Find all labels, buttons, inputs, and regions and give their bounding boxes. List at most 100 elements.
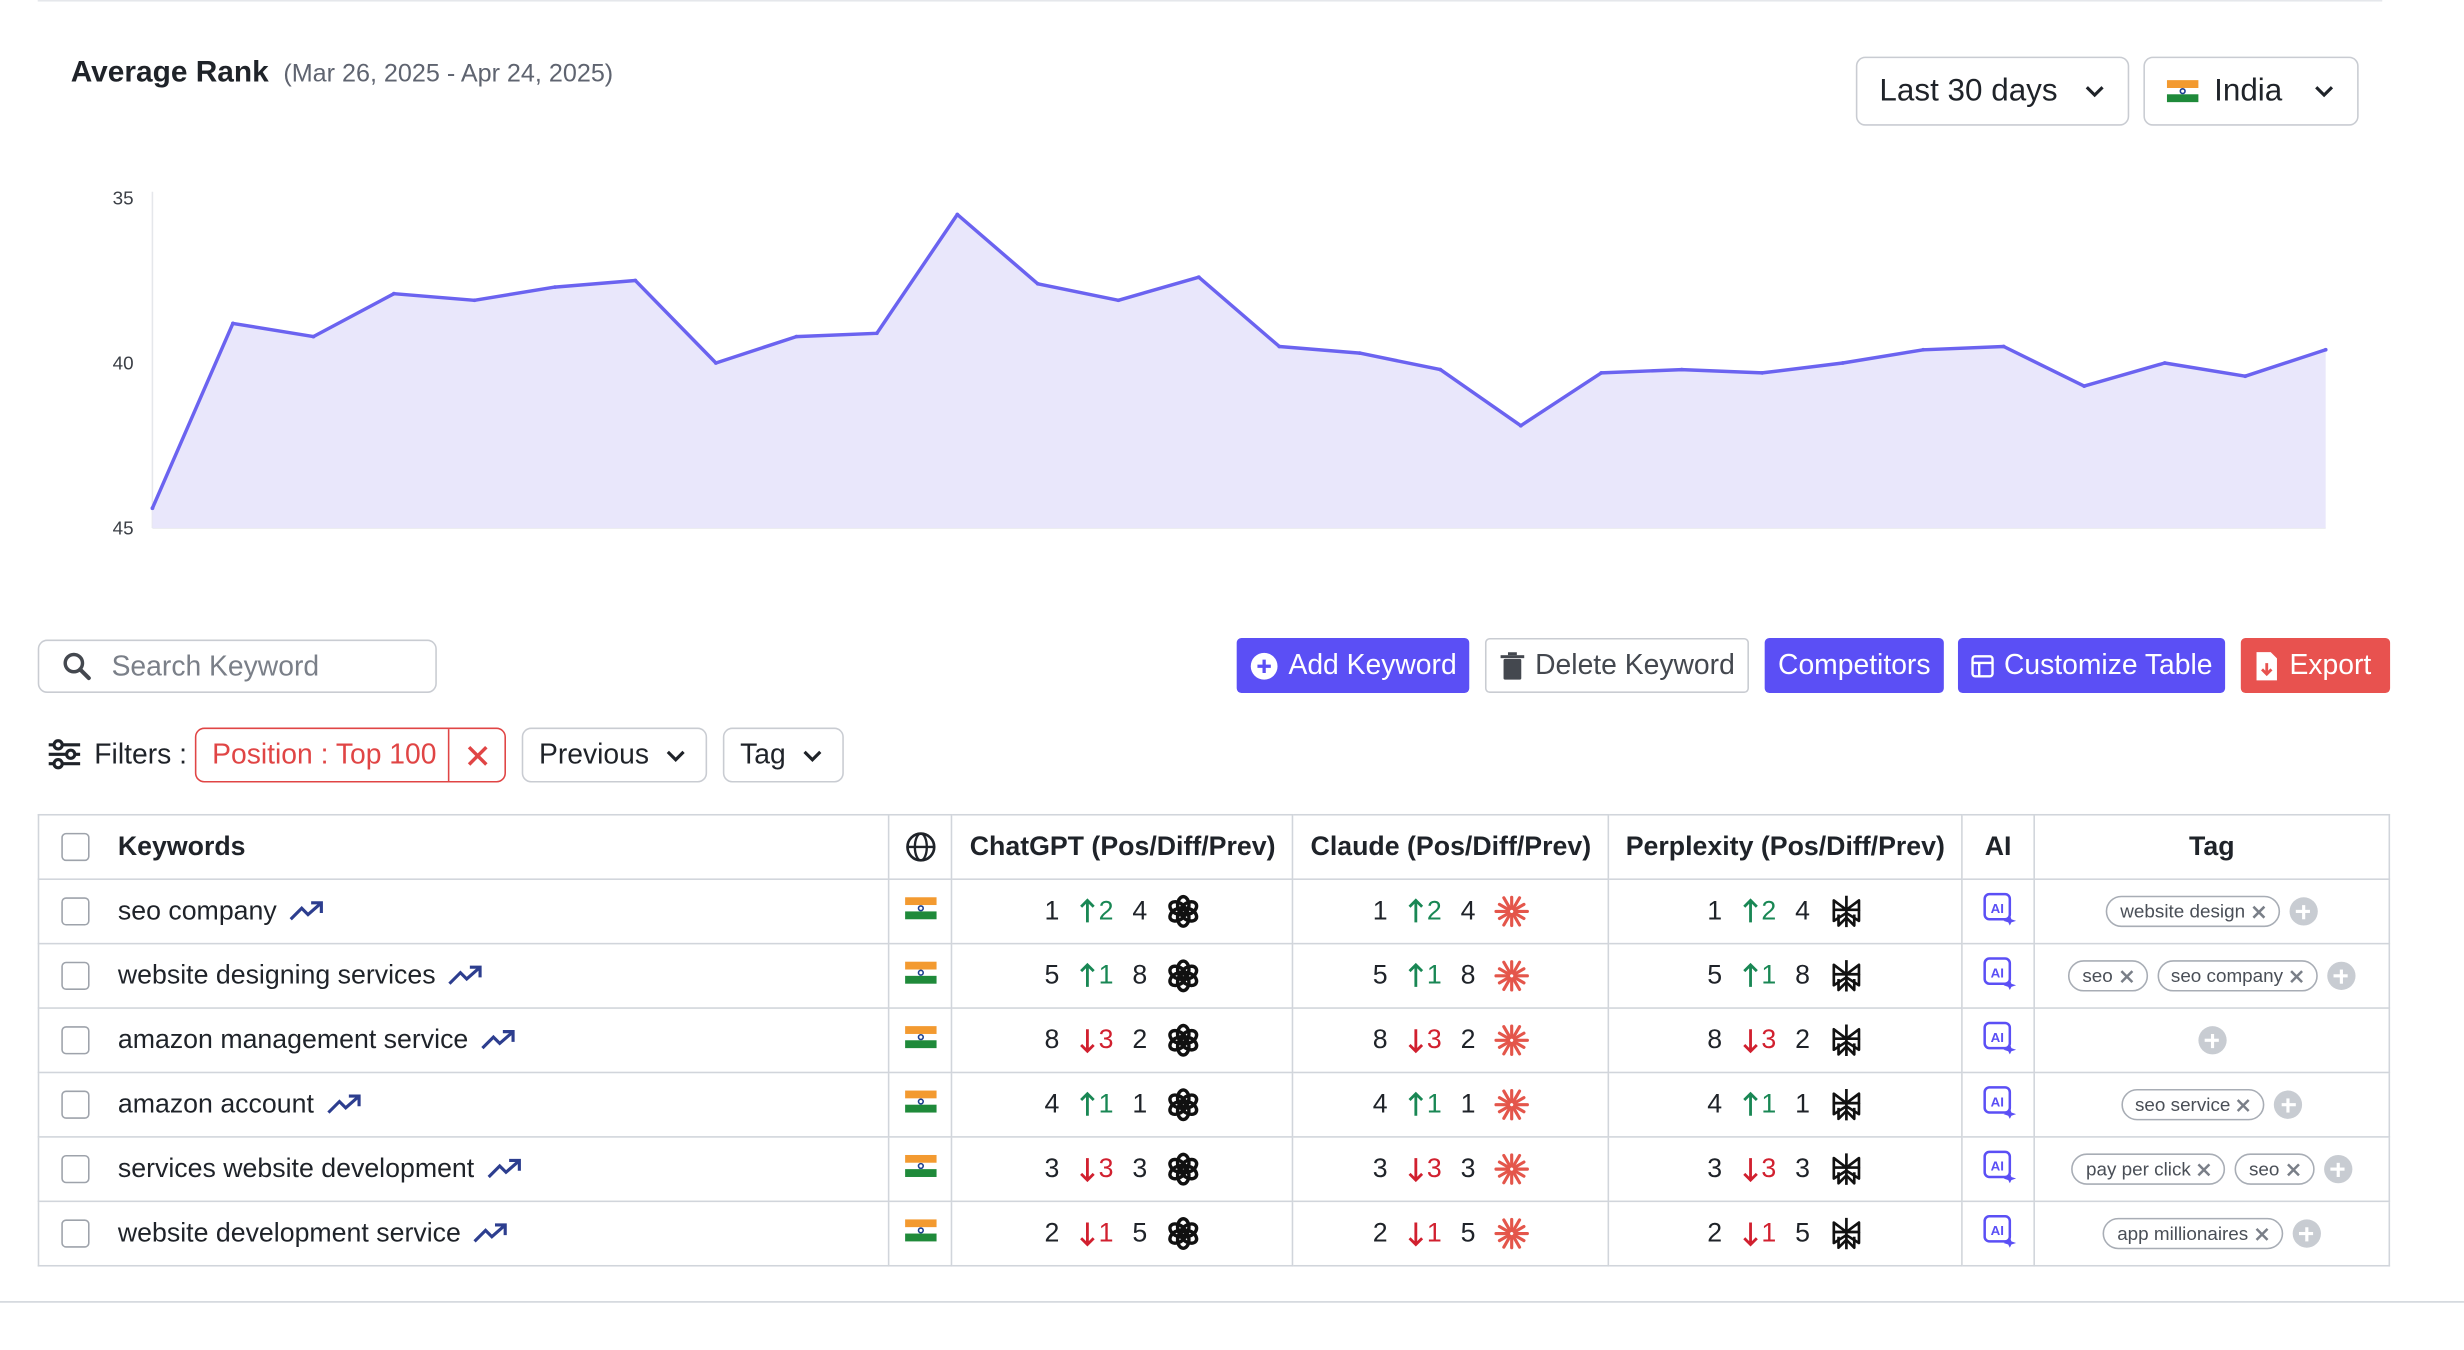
- india-flag-icon: [904, 1026, 936, 1049]
- filters-bar: Filters :: [47, 726, 187, 783]
- export-button[interactable]: Export: [2240, 637, 2391, 693]
- ai-sparkle-icon[interactable]: AI: [1981, 1019, 2016, 1054]
- ai-cell: AI: [1961, 942, 2036, 1009]
- row-checkbox[interactable]: [61, 1219, 90, 1248]
- chatgpt-diff-value: 1: [1098, 1088, 1114, 1119]
- select-all-checkbox[interactable]: [61, 832, 90, 862]
- add-tag-icon[interactable]: [2274, 1090, 2303, 1119]
- tag-cell: website design: [2033, 878, 2391, 945]
- tag-chip[interactable]: seo service: [2120, 1088, 2265, 1121]
- keyword-text[interactable]: amazon management service: [117, 1024, 469, 1055]
- claude-diff: 1: [1406, 960, 1442, 991]
- claude-previous: 3: [1460, 1153, 1476, 1184]
- india-flag-icon: [904, 1219, 936, 1242]
- perplexity-previous: 2: [1795, 1024, 1811, 1055]
- tag-chip[interactable]: app millionaires: [2103, 1217, 2283, 1250]
- keyword-text[interactable]: website designing services: [117, 960, 436, 990]
- rank-data-point: [552, 285, 557, 289]
- arrow-down-icon: [1743, 1158, 1758, 1183]
- trend-up-icon[interactable]: [487, 1158, 522, 1180]
- arrow-up-icon: [1743, 1091, 1758, 1116]
- rank-data-point: [2243, 374, 2248, 379]
- close-icon[interactable]: [2254, 1226, 2268, 1240]
- claude-diff: 1: [1406, 1089, 1442, 1120]
- trend-up-icon[interactable]: [481, 1029, 516, 1051]
- y-tick-label: 40: [113, 352, 134, 373]
- add-tag-icon[interactable]: [2197, 1026, 2226, 1055]
- chevron-down-icon: [666, 750, 685, 762]
- keyword-text[interactable]: seo company: [117, 895, 277, 926]
- perplexity-rank-cell: 8 3 2: [1607, 1007, 1963, 1074]
- close-icon[interactable]: [2197, 1162, 2211, 1176]
- tag-cell: [2033, 1007, 2391, 1074]
- india-flag-icon: [2166, 80, 2199, 103]
- chatgpt-icon: [1168, 894, 1199, 928]
- trend-up-icon[interactable]: [473, 1223, 508, 1245]
- add-keyword-button[interactable]: Add Keyword: [1236, 637, 1470, 693]
- add-tag-icon[interactable]: [2292, 1219, 2321, 1248]
- search-box[interactable]: [37, 639, 437, 693]
- close-icon[interactable]: [2251, 904, 2265, 918]
- customize-table-button[interactable]: Customize Table: [1957, 637, 2226, 693]
- row-checkbox[interactable]: [61, 1154, 90, 1184]
- rank-data-point: [1599, 371, 1604, 375]
- keywords-table: Keywords ChatGPT (Pos/Diff/Prev) Claude …: [37, 813, 2391, 1267]
- chatgpt-diff: 1: [1078, 1088, 1114, 1120]
- row-checkbox[interactable]: [61, 897, 90, 926]
- keyword-text[interactable]: amazon account: [117, 1088, 314, 1119]
- claude-position: 2: [1372, 1217, 1388, 1248]
- previous-filter-dropdown[interactable]: Previous: [521, 727, 708, 783]
- close-icon[interactable]: [2119, 969, 2133, 983]
- perplexity-diff: 1: [1741, 960, 1776, 991]
- row-checkbox[interactable]: [61, 1090, 90, 1119]
- arrow-up-icon: [1080, 1091, 1095, 1116]
- location-cell: [887, 1071, 954, 1138]
- globe-icon: [905, 832, 935, 863]
- ai-sparkle-icon[interactable]: AI: [1981, 1148, 2016, 1183]
- delete-keyword-button[interactable]: Delete Keyword: [1484, 637, 1749, 693]
- sliders-icon[interactable]: [47, 739, 82, 770]
- close-icon[interactable]: [2237, 1098, 2251, 1112]
- keyword-text[interactable]: services website development: [117, 1153, 475, 1184]
- search-input[interactable]: [108, 648, 414, 685]
- position-filter-chip[interactable]: Position : Top 100: [194, 727, 506, 783]
- ai-sparkle-icon[interactable]: AI: [1981, 890, 2016, 925]
- add-tag-icon[interactable]: [2323, 1154, 2352, 1184]
- add-tag-icon[interactable]: [2289, 897, 2318, 926]
- add-tag-icon[interactable]: [2327, 961, 2356, 990]
- ai-sparkle-icon[interactable]: AI: [1981, 1083, 2016, 1119]
- tag-chip[interactable]: seo: [2068, 960, 2148, 992]
- close-icon[interactable]: [2289, 969, 2303, 983]
- close-icon[interactable]: [2286, 1162, 2300, 1176]
- trend-up-icon[interactable]: [289, 900, 324, 922]
- chatgpt-icon: [1168, 1023, 1199, 1057]
- keyword-text[interactable]: website development service: [117, 1217, 461, 1248]
- customize-table-label: Customize Table: [2003, 648, 2213, 681]
- perplexity-position: 8: [1707, 1024, 1723, 1055]
- tag-chip[interactable]: seo company: [2156, 960, 2318, 992]
- close-icon[interactable]: [449, 729, 504, 781]
- y-tick-label: 45: [113, 517, 134, 538]
- ai-sparkle-icon[interactable]: AI: [1981, 955, 2016, 990]
- country-dropdown[interactable]: India: [2143, 56, 2359, 126]
- claude-previous: 8: [1460, 960, 1476, 990]
- competitors-button[interactable]: Competitors: [1764, 637, 1944, 693]
- claude-icon: [1494, 960, 1529, 992]
- claude-position: 4: [1372, 1088, 1388, 1119]
- arrow-down-icon: [1408, 1029, 1424, 1054]
- chatgpt-rank-cell: 3 3 3: [951, 1136, 1294, 1203]
- perplexity-diff: 1: [1741, 1089, 1776, 1120]
- rank-data-point: [2323, 347, 2328, 352]
- tag-chip[interactable]: pay per click: [2071, 1153, 2226, 1185]
- perplexity-rank-cell: 1 2 4: [1607, 878, 1963, 945]
- trend-up-icon[interactable]: [326, 1094, 361, 1116]
- tag-chip[interactable]: seo: [2234, 1153, 2314, 1185]
- ai-sparkle-icon[interactable]: AI: [1981, 1212, 2016, 1247]
- perplexity-diff-value: 1: [1761, 960, 1777, 990]
- row-checkbox[interactable]: [61, 961, 90, 990]
- tag-chip[interactable]: website design: [2106, 895, 2280, 928]
- period-dropdown[interactable]: Last 30 days: [1855, 56, 2130, 126]
- tag-filter-dropdown[interactable]: Tag: [722, 727, 844, 783]
- row-checkbox[interactable]: [61, 1026, 90, 1055]
- trend-up-icon[interactable]: [448, 965, 483, 987]
